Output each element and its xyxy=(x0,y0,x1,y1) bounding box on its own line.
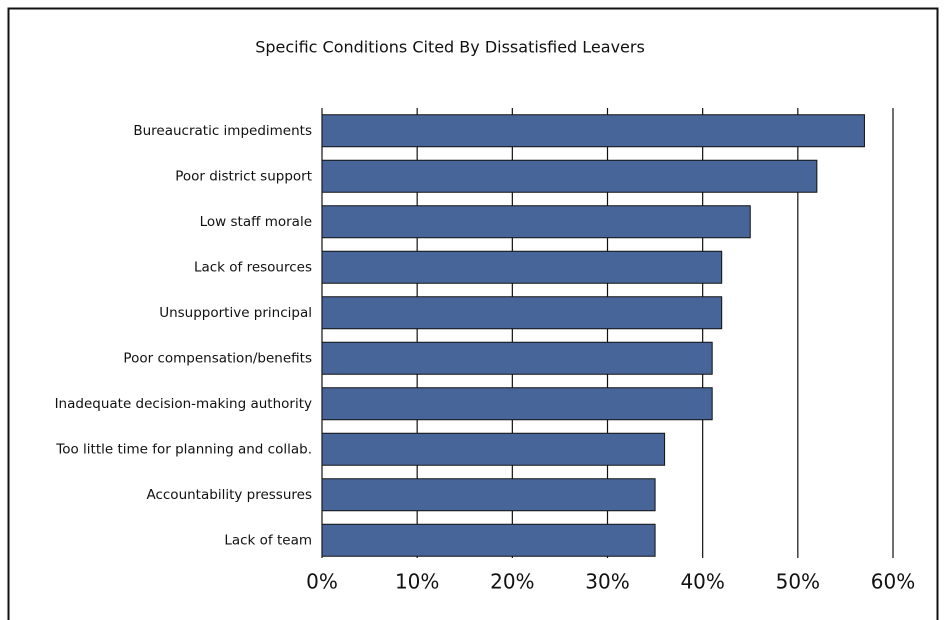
x-tick-label: 20% xyxy=(490,570,534,594)
bar xyxy=(321,432,666,466)
x-tick-label: 30% xyxy=(585,570,629,594)
bar xyxy=(321,250,723,284)
x-tick-label: 60% xyxy=(871,570,915,594)
bar xyxy=(321,159,818,193)
bar xyxy=(321,523,656,557)
y-tick-label: Accountability pressures xyxy=(146,487,312,503)
bar xyxy=(321,387,713,421)
bar xyxy=(321,296,723,330)
y-tick-label: Inadequate decision-making authority xyxy=(55,396,312,412)
bar xyxy=(321,478,656,512)
y-tick-label: Poor district support xyxy=(175,168,312,184)
x-tick-label: 50% xyxy=(776,570,820,594)
x-tick-label: 0% xyxy=(306,570,338,594)
y-tick-label: Lack of team xyxy=(224,532,312,548)
bar xyxy=(321,114,865,148)
y-tick-label: Low staff morale xyxy=(200,214,312,230)
bar xyxy=(321,205,751,239)
chart-title: Specific Conditions Cited By Dissatisfie… xyxy=(255,38,645,57)
y-tick-label: Unsupportive principal xyxy=(159,305,312,321)
x-tick-label: 10% xyxy=(395,570,439,594)
y-tick-label: Bureaucratic impediments xyxy=(133,123,312,139)
y-tick-label: Too little time for planning and collab. xyxy=(55,441,312,457)
bar xyxy=(321,341,713,375)
y-tick-label: Lack of resources xyxy=(194,259,312,275)
x-tick-label: 40% xyxy=(680,570,724,594)
y-tick-label: Poor compensation/benefits xyxy=(123,350,312,366)
